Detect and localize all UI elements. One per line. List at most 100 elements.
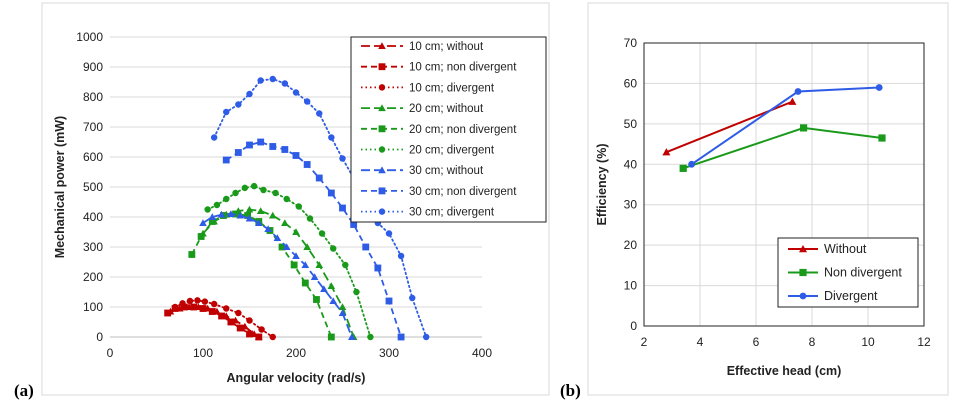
series-line — [691, 86, 880, 166]
data-point — [303, 243, 311, 251]
data-point — [342, 261, 349, 269]
x-tick-label: 300 — [379, 346, 399, 360]
data-point — [210, 300, 218, 308]
series-20-cm-divergent — [204, 182, 374, 341]
legend-entry: 20 cm; non divergent — [409, 124, 517, 136]
legend-swatch-marker — [378, 146, 386, 153]
data-point — [303, 98, 311, 105]
y-tick-label: 300 — [83, 240, 103, 254]
data-point — [217, 210, 226, 218]
panel-b: 0 10 20 30 40 50 60 70 2 4 6 8 10 12 Effective head (c… — [560, 2, 949, 400]
data-point — [179, 300, 186, 307]
data-point — [315, 174, 323, 182]
y-tick-label: 50 — [624, 117, 638, 131]
data-point — [327, 333, 335, 341]
data-point — [338, 309, 347, 317]
series-30-cm-non-divergent — [222, 138, 405, 341]
data-point — [171, 303, 179, 311]
data-point — [272, 189, 279, 197]
y-tick-label: 30 — [624, 198, 638, 212]
series-10-cm-divergent — [171, 297, 276, 341]
panel-label: (b) — [560, 381, 581, 400]
data-point — [794, 88, 802, 95]
data-point — [210, 134, 218, 141]
y-tick-label: 100 — [83, 300, 103, 314]
data-point — [204, 206, 211, 213]
data-point — [295, 203, 303, 210]
y-axis-label: Mechanical power (mW) — [53, 116, 67, 258]
data-point — [223, 195, 230, 203]
data-point — [878, 134, 886, 142]
y-tick-label: 10 — [624, 279, 638, 293]
data-point — [353, 288, 360, 296]
data-point — [269, 333, 276, 341]
data-point — [255, 333, 263, 341]
data-point — [234, 149, 242, 156]
series-20-cm-without — [199, 205, 358, 341]
y-tick-label: 60 — [624, 76, 638, 90]
legend-swatch-marker — [799, 245, 807, 253]
x-tick-label: 0 — [107, 346, 114, 360]
data-point — [329, 245, 337, 252]
data-point — [201, 298, 209, 305]
legend-entry: Divergent — [824, 289, 878, 303]
data-point — [256, 207, 265, 215]
data-point — [257, 138, 265, 146]
chart-frame — [41, 2, 550, 396]
data-point — [385, 297, 393, 305]
data-point — [246, 90, 253, 98]
y-tick-label: 800 — [83, 90, 103, 104]
data-point — [662, 148, 671, 156]
y-tick-label: 0 — [96, 330, 103, 344]
data-point — [282, 243, 291, 251]
data-point — [327, 282, 336, 290]
data-point — [235, 101, 242, 108]
y-tick-label: 900 — [83, 60, 103, 74]
data-point — [208, 218, 216, 225]
data-point — [329, 297, 337, 305]
data-point — [223, 305, 230, 312]
panel-a: 0 100 200 300 400 500 600 700 800 900 1000 0 100 200 3… — [14, 2, 550, 400]
data-point — [292, 89, 300, 96]
series-non-divergent — [679, 124, 886, 172]
data-point — [688, 160, 695, 168]
legend-entry: 10 cm; divergent — [409, 82, 495, 94]
data-point — [245, 205, 254, 213]
data-point — [292, 152, 300, 159]
data-point — [385, 230, 393, 237]
y-tick-label: 500 — [83, 180, 103, 194]
legend-swatch-marker — [799, 268, 807, 277]
y-tick-label: 1000 — [76, 30, 103, 44]
x-tick-label: 400 — [472, 346, 492, 360]
legend-entry: 30 cm; without — [409, 165, 484, 177]
data-point — [197, 233, 205, 240]
legend-swatch-marker — [378, 187, 386, 195]
legend-swatch-marker — [799, 292, 807, 300]
data-point — [227, 318, 235, 326]
y-tick-label: 40 — [624, 157, 638, 171]
y-tick-label: 700 — [83, 120, 103, 134]
data-point — [227, 210, 235, 218]
data-point — [306, 215, 314, 222]
data-point — [208, 308, 216, 315]
data-point — [348, 333, 356, 341]
x-tick-label: 4 — [697, 335, 704, 349]
data-point — [875, 84, 883, 91]
y-tick-label: 0 — [630, 319, 637, 333]
legend-entry: 10 cm; without — [409, 41, 484, 53]
data-point — [283, 195, 290, 203]
data-point — [350, 221, 358, 228]
data-point — [338, 303, 347, 311]
legend-swatch-marker — [378, 104, 386, 112]
data-point — [194, 297, 201, 304]
data-point — [246, 317, 253, 324]
data-point — [235, 309, 242, 317]
data-point — [303, 161, 311, 168]
x-tick-label: 100 — [193, 346, 213, 360]
x-tick-label: 6 — [753, 335, 760, 349]
data-point — [264, 225, 272, 233]
x-tick-label: 10 — [861, 335, 875, 349]
x-tick-label: 8 — [809, 335, 816, 349]
legend-entry: Non divergent — [824, 266, 902, 280]
